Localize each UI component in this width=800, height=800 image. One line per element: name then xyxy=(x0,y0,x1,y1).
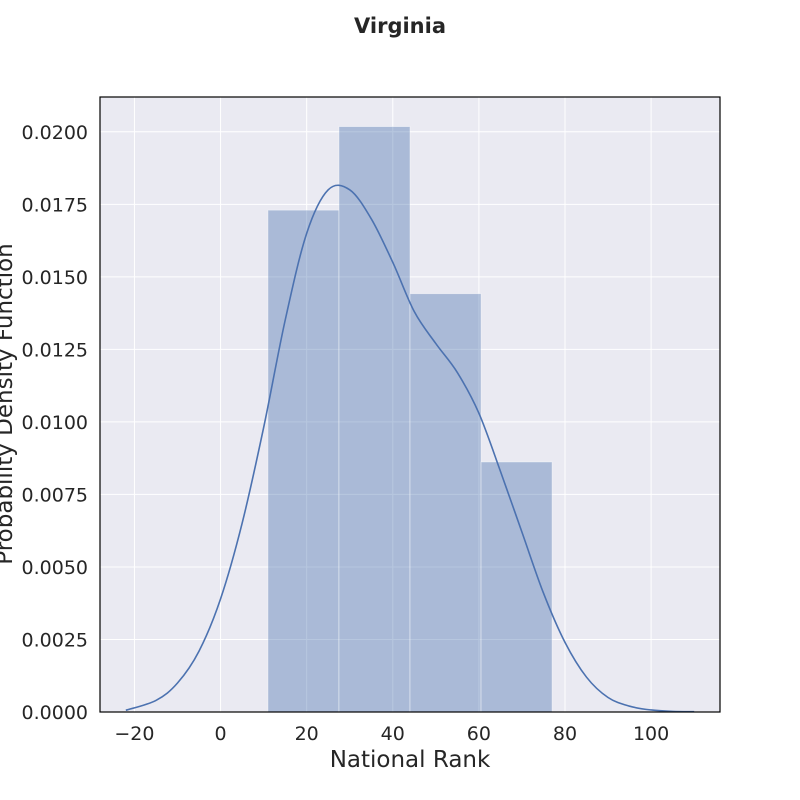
histogram-bar-2 xyxy=(338,126,411,713)
x-tick-label: 100 xyxy=(633,723,669,745)
chart-title: Virginia xyxy=(354,14,446,38)
x-tick-label: −20 xyxy=(114,723,154,745)
y-tick-label: 0.0000 xyxy=(22,702,88,724)
x-tick-label: 0 xyxy=(215,723,227,745)
x-tick-label: 20 xyxy=(295,723,319,745)
y-tick-label: 0.0175 xyxy=(22,194,88,216)
histogram-bar-1 xyxy=(267,209,340,713)
y-tick-label: 0.0075 xyxy=(22,484,88,506)
x-axis-ticks: −20 0 20 40 60 80 100 xyxy=(114,723,669,745)
kde-curve-group xyxy=(125,184,695,713)
x-tick-label: 80 xyxy=(553,723,577,745)
y-axis-label: Probability Density Function xyxy=(0,243,18,564)
x-tick-label: 60 xyxy=(467,723,491,745)
y-tick-label: 0.0150 xyxy=(22,267,88,289)
y-tick-label: 0.0025 xyxy=(22,629,88,651)
y-tick-label: 0.0050 xyxy=(22,557,88,579)
histogram-bar-3 xyxy=(409,293,482,713)
y-tick-label: 0.0125 xyxy=(22,339,88,361)
x-tick-label: 40 xyxy=(381,723,405,745)
kde-curve xyxy=(125,184,695,713)
y-tick-label: 0.0200 xyxy=(22,122,88,144)
y-tick-label: 0.0100 xyxy=(22,412,88,434)
plot-frame xyxy=(99,96,721,713)
histogram-bar-4 xyxy=(480,461,553,713)
y-axis-ticks: 0.0000 0.0025 0.0050 0.0075 0.0100 0.0125 0.01… xyxy=(22,122,88,724)
x-axis-label: National Rank xyxy=(330,747,491,773)
